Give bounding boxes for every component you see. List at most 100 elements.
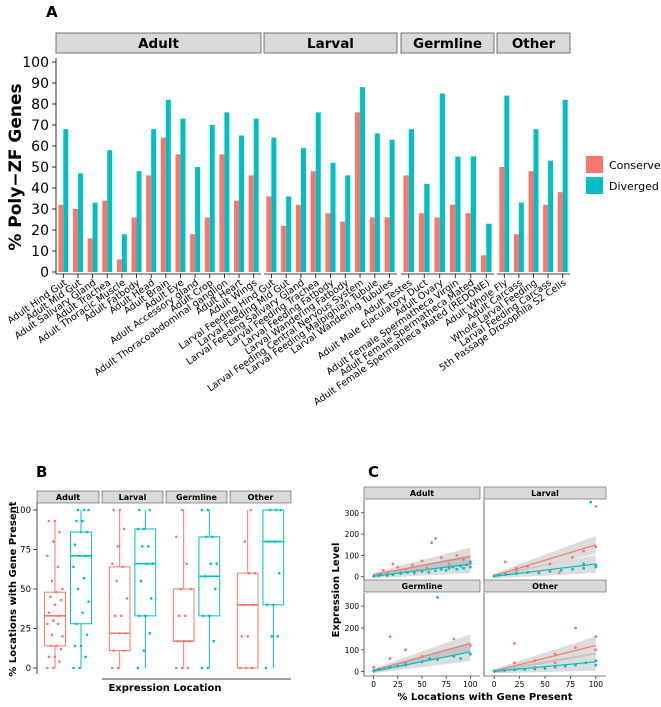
panel-b-diverged-point — [87, 508, 90, 512]
panel-b-conserved-point — [122, 649, 126, 652]
panel-c-point-conserved — [396, 565, 400, 569]
panel-c-x-tick-label: 75 — [566, 680, 576, 689]
panel-b-diverged-point — [81, 519, 84, 523]
panel-c-y-tick-label: 0 — [354, 668, 359, 677]
panel-b-diverged-point — [269, 508, 272, 512]
panel-b-diverged-point — [213, 587, 217, 591]
panel-c-x-tick-label: 100 — [589, 680, 604, 689]
panel-a-bar-diverged — [77, 173, 83, 272]
panel-c-point-conserved — [430, 541, 434, 545]
panel-c-point-diverged — [582, 566, 586, 570]
panel-b-diverged-point — [200, 508, 204, 512]
panel-b-conserved-point — [244, 666, 248, 670]
panel-b-diverged-point — [82, 508, 86, 512]
panel-c-confidence-band — [373, 634, 471, 673]
panel-c-point-conserved — [513, 641, 516, 645]
panel-c-point-diverged — [451, 565, 455, 569]
panel-c-facet-label: Germline — [402, 582, 443, 591]
panel-b-conserved-point — [121, 565, 124, 569]
panel-b-conserved-point — [52, 540, 55, 543]
panel-b-diverged-point — [146, 545, 150, 548]
panel-c-point-diverged — [372, 574, 376, 578]
panel-b-conserved-point — [50, 579, 54, 583]
panel-c-point-diverged — [372, 669, 376, 673]
panel-b-conserved-point — [188, 639, 191, 643]
panel-c-point-diverged — [468, 560, 472, 564]
panel-b-diverged-point — [78, 554, 81, 558]
panel-b-diverged-point — [274, 508, 278, 512]
panel-a-legend-label: Conserved — [609, 159, 661, 172]
panel-a-bar-conserved — [418, 213, 425, 272]
panel-b-diverged-point — [81, 611, 84, 614]
panel-c-point-diverged — [404, 663, 407, 667]
panel-a-legend-key — [586, 177, 603, 194]
panel-b-diverged-point — [72, 565, 75, 569]
panel-c-point-conserved — [385, 571, 389, 574]
panel-c-point-diverged — [513, 668, 516, 672]
panel-c-point-conserved — [410, 563, 414, 567]
panel-b-conserved-point — [46, 666, 49, 670]
panel-c-facet-label: Adult — [410, 489, 434, 498]
panel-a-bar-diverged — [455, 156, 461, 272]
panel-c-point-diverged — [594, 663, 598, 667]
panel-b-diverged-point — [76, 587, 80, 591]
panel-c-point-diverged — [427, 570, 431, 574]
panel-c-point-diverged — [533, 667, 537, 671]
panel-c-point-diverged — [406, 571, 409, 574]
panel-a-bar-conserved — [160, 137, 166, 272]
panel-b-diverged-point — [73, 543, 77, 547]
panel-c-point-conserved — [548, 562, 552, 566]
panel-c-point-diverged — [462, 566, 465, 570]
panel-c-point-conserved — [404, 567, 407, 571]
panel-b-diverged-point — [267, 540, 271, 543]
panel-b-y-tick-label: 100 — [15, 506, 31, 516]
panel-b-y-tick-label: 0 — [26, 664, 31, 674]
panel-a-bar-conserved — [266, 196, 272, 272]
panel-b-diverged-box — [262, 509, 285, 606]
panel-a-y-tick-label: 70 — [31, 118, 49, 134]
panel-b-diverged-point — [202, 614, 205, 618]
panel-a-facet-label: Other — [512, 36, 556, 52]
panel-c-x-tick-label: 50 — [417, 680, 427, 689]
panel-b-conserved-box — [108, 566, 131, 652]
panel-a-y-tick-label: 20 — [31, 223, 49, 239]
panel-c-point-diverged — [434, 569, 437, 573]
panel-c-x-tick-label: 0 — [371, 680, 376, 689]
panel-c-point-conserved — [526, 564, 530, 568]
panel-b-diverged-point — [208, 614, 211, 618]
panel-b-facet-strip — [101, 490, 164, 504]
panel-c-point-diverged — [436, 658, 439, 662]
panel-b-diverged-box — [134, 528, 157, 617]
panel-b-conserved-point — [182, 639, 185, 643]
panel-b-conserved-point — [125, 597, 129, 600]
panel-a-bar-diverged — [107, 150, 113, 272]
panel-a-bar-chart: A 0 10 20 30 40 50 60 70 80 90 100 % Poly−ZF Genes Ad… — [6, 3, 661, 408]
panel-c-y-tick-label: 200 — [345, 624, 360, 633]
panel-c-point-diverged — [589, 500, 593, 504]
panel-b-conserved-point — [177, 614, 181, 618]
panel-c-y-tick-label: 200 — [345, 530, 360, 539]
panel-b-conserved-point — [56, 565, 60, 569]
panel-b-conserved-point — [186, 666, 190, 670]
panel-b-diverged-point — [85, 633, 89, 637]
panel-b-diverged-point — [87, 600, 90, 603]
panel-a-bar-conserved — [480, 255, 487, 272]
panel-b-conserved-point — [115, 579, 119, 583]
panel-c-y-tick-label: 300 — [345, 509, 360, 518]
panel-a-bar-conserved — [248, 175, 254, 272]
panel-c-point-diverged — [420, 570, 424, 573]
panel-b-conserved-point — [53, 519, 57, 523]
panel-c-point-diverged — [574, 663, 577, 667]
panel-b-diverged-point — [206, 666, 210, 670]
panel-b-diverged-point — [136, 527, 140, 531]
panel-a-bar-conserved — [543, 204, 549, 272]
panel-c-facet-label: Other — [532, 582, 558, 591]
panel-b-diverged-point — [272, 603, 275, 607]
panel-c-point-conserved — [513, 661, 516, 665]
panel-a-bar-conserved — [72, 209, 78, 272]
panel-c-point-diverged — [515, 572, 518, 575]
panel-c-point-conserved — [439, 556, 443, 559]
panel-c-trend-line — [373, 555, 471, 576]
panel-a-bar-diverged — [239, 135, 245, 272]
